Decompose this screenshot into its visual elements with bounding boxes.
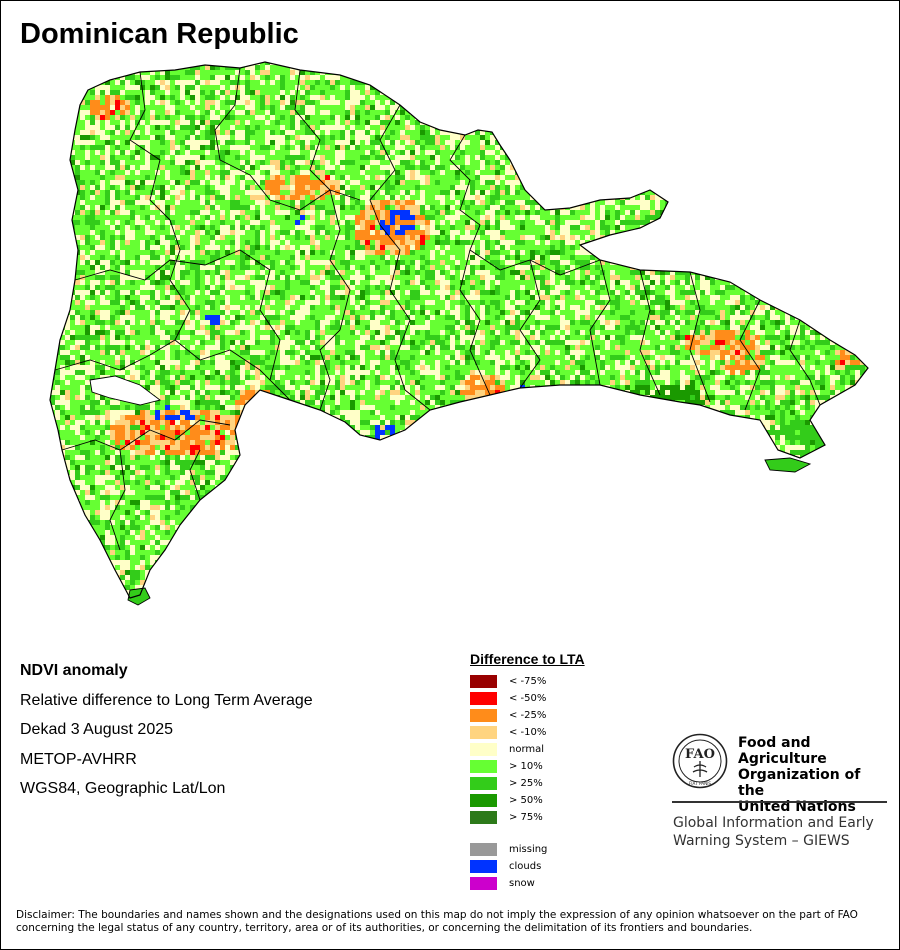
legend-label: > 50% <box>509 795 543 806</box>
sensor-name: METOP-AVHRR <box>20 750 137 768</box>
legend-swatch <box>470 860 497 873</box>
beata-island <box>127 587 151 606</box>
province-boundaries <box>54 67 821 551</box>
legend-label: normal <box>509 744 545 755</box>
legend-item: > 50% <box>470 792 660 809</box>
legend-label: < -50% <box>509 693 547 704</box>
divider <box>672 801 887 803</box>
legend-swatch <box>470 760 497 773</box>
fao-logo-motto: FIAT PANIS <box>689 781 712 786</box>
legend-item: > 75% <box>470 809 660 826</box>
legend-swatch <box>470 877 497 890</box>
map-info: NDVI anomaly Relative difference to Long… <box>20 656 313 804</box>
system-name-line-2: Warning System – GIEWS <box>673 833 850 849</box>
legend-label: < -10% <box>509 727 547 738</box>
legend-item: snow <box>470 875 660 892</box>
legend-item: > 10% <box>470 758 660 775</box>
legend-swatch <box>470 743 497 756</box>
time-period: Dekad 3 August 2025 <box>20 721 174 738</box>
legend-swatch <box>470 709 497 722</box>
projection-info: WGS84, Geographic Lat/Lon <box>20 780 226 797</box>
product-description: Relative difference to Long Term Average <box>20 691 313 709</box>
legend-extra: missing clouds snow <box>470 841 660 892</box>
saona-island <box>764 457 812 473</box>
legend-item: normal <box>470 741 660 758</box>
system-name-line-1: Global Information and Early <box>673 815 874 831</box>
legend-swatch <box>470 726 497 739</box>
legend-swatch <box>470 692 497 705</box>
legend-swatch <box>470 777 497 790</box>
legend-classes: < -75% < -50% < -25% < -10% normal > 10% > 25%… <box>470 673 660 826</box>
legend-label: clouds <box>509 861 542 872</box>
legend-item: < -50% <box>470 690 660 707</box>
fao-logo-icon: FAO FIAT PANIS <box>672 733 728 789</box>
legend-item: < -25% <box>470 707 660 724</box>
disclaimer: Disclaimer: The boundaries and names sho… <box>16 909 858 934</box>
legend-item: > 25% <box>470 775 660 792</box>
legend-item: clouds <box>470 858 660 875</box>
coastline <box>49 61 869 599</box>
map-area <box>0 50 900 630</box>
map-legend: Difference to LTA < -75% < -50% < -25% < -1… <box>470 651 660 892</box>
organization-name: Food and Agriculture Organization of the… <box>738 735 888 815</box>
legend-swatch <box>470 811 497 824</box>
legend-label: > 25% <box>509 778 543 789</box>
legend-label: snow <box>509 878 535 889</box>
legend-item: < -10% <box>470 724 660 741</box>
legend-label: < -75% <box>509 676 547 687</box>
legend-title: Difference to LTA <box>470 651 585 667</box>
map-title: Dominican Republic <box>20 18 299 50</box>
legend-swatch <box>470 675 497 688</box>
legend-swatch <box>470 843 497 856</box>
system-name: Global Information and Early Warning Sys… <box>673 814 893 850</box>
legend-label: < -25% <box>509 710 547 721</box>
legend-item: < -75% <box>470 673 660 690</box>
org-name-line-1: Food and Agriculture <box>738 735 827 767</box>
org-name-line-2: Organization of the <box>738 767 861 799</box>
legend-label: > 10% <box>509 761 543 772</box>
legend-label: missing <box>509 844 548 855</box>
legend-swatch <box>470 794 497 807</box>
product-name: NDVI anomaly <box>20 662 128 679</box>
legend-label: > 75% <box>509 812 543 823</box>
fao-logo-text: FAO <box>685 747 715 762</box>
ndvi-map <box>49 61 869 606</box>
org-name-line-3: United Nations <box>738 799 856 815</box>
lake-enriquillo <box>89 375 162 406</box>
legend-item: missing <box>470 841 660 858</box>
